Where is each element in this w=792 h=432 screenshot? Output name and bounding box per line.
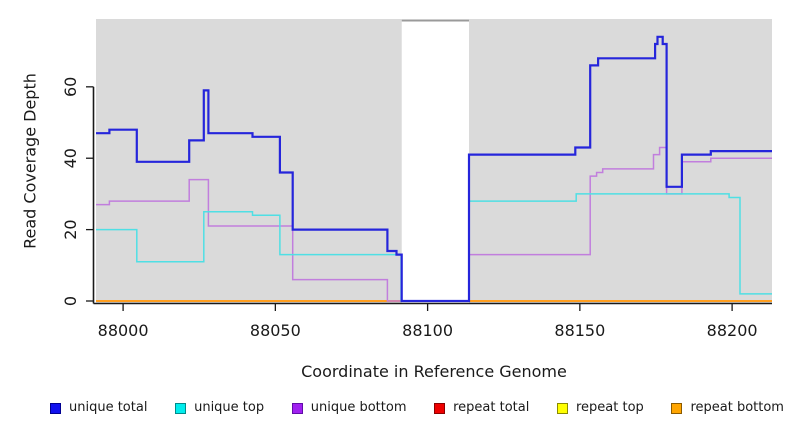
legend-label: unique total [69, 400, 148, 415]
x-tick-label: 88100 [402, 321, 453, 340]
x-tick-label: 88000 [98, 321, 149, 340]
legend-swatch-unique-top [175, 402, 187, 414]
masked-region [401, 19, 470, 303]
legend-swatch-repeat-total [434, 402, 446, 414]
x-axis-title: Coordinate in Reference Genome [301, 362, 567, 381]
legend-label: repeat bottom [690, 400, 784, 415]
legend-item-unique-top: unique top [175, 400, 264, 416]
y-tick-label: 0 [61, 296, 80, 306]
legend-swatch-repeat-bottom [671, 402, 683, 414]
legend-item-unique-bottom: unique bottom [291, 400, 407, 416]
legend-label: unique top [194, 400, 265, 415]
legend-item-unique-total: unique total [50, 400, 147, 416]
legend-label: repeat total [453, 400, 530, 415]
y-tick-label: 20 [61, 219, 80, 239]
x-tick-label: 88150 [554, 321, 605, 340]
legend-swatch-unique-total [50, 402, 61, 414]
legend-label: repeat top [576, 400, 644, 415]
legend-label: unique bottom [310, 400, 407, 415]
legend-item-repeat-top: repeat top [557, 400, 644, 416]
y-tick-label: 40 [61, 148, 80, 168]
legend: unique total unique top unique bottom repea… [50, 400, 784, 416]
y-tick-label: 60 [61, 77, 80, 97]
legend-swatch-unique-bottom [291, 402, 303, 414]
x-tick-label: 88200 [707, 321, 758, 340]
y-axis-title: Read Coverage Depth [20, 73, 40, 249]
legend-item-repeat-bottom: repeat bottom [671, 400, 784, 416]
legend-item-repeat-total: repeat total [434, 400, 529, 416]
series-line-unique-total [96, 35, 772, 303]
x-tick-label: 88050 [250, 321, 301, 340]
legend-swatch-repeat-top [557, 402, 568, 414]
